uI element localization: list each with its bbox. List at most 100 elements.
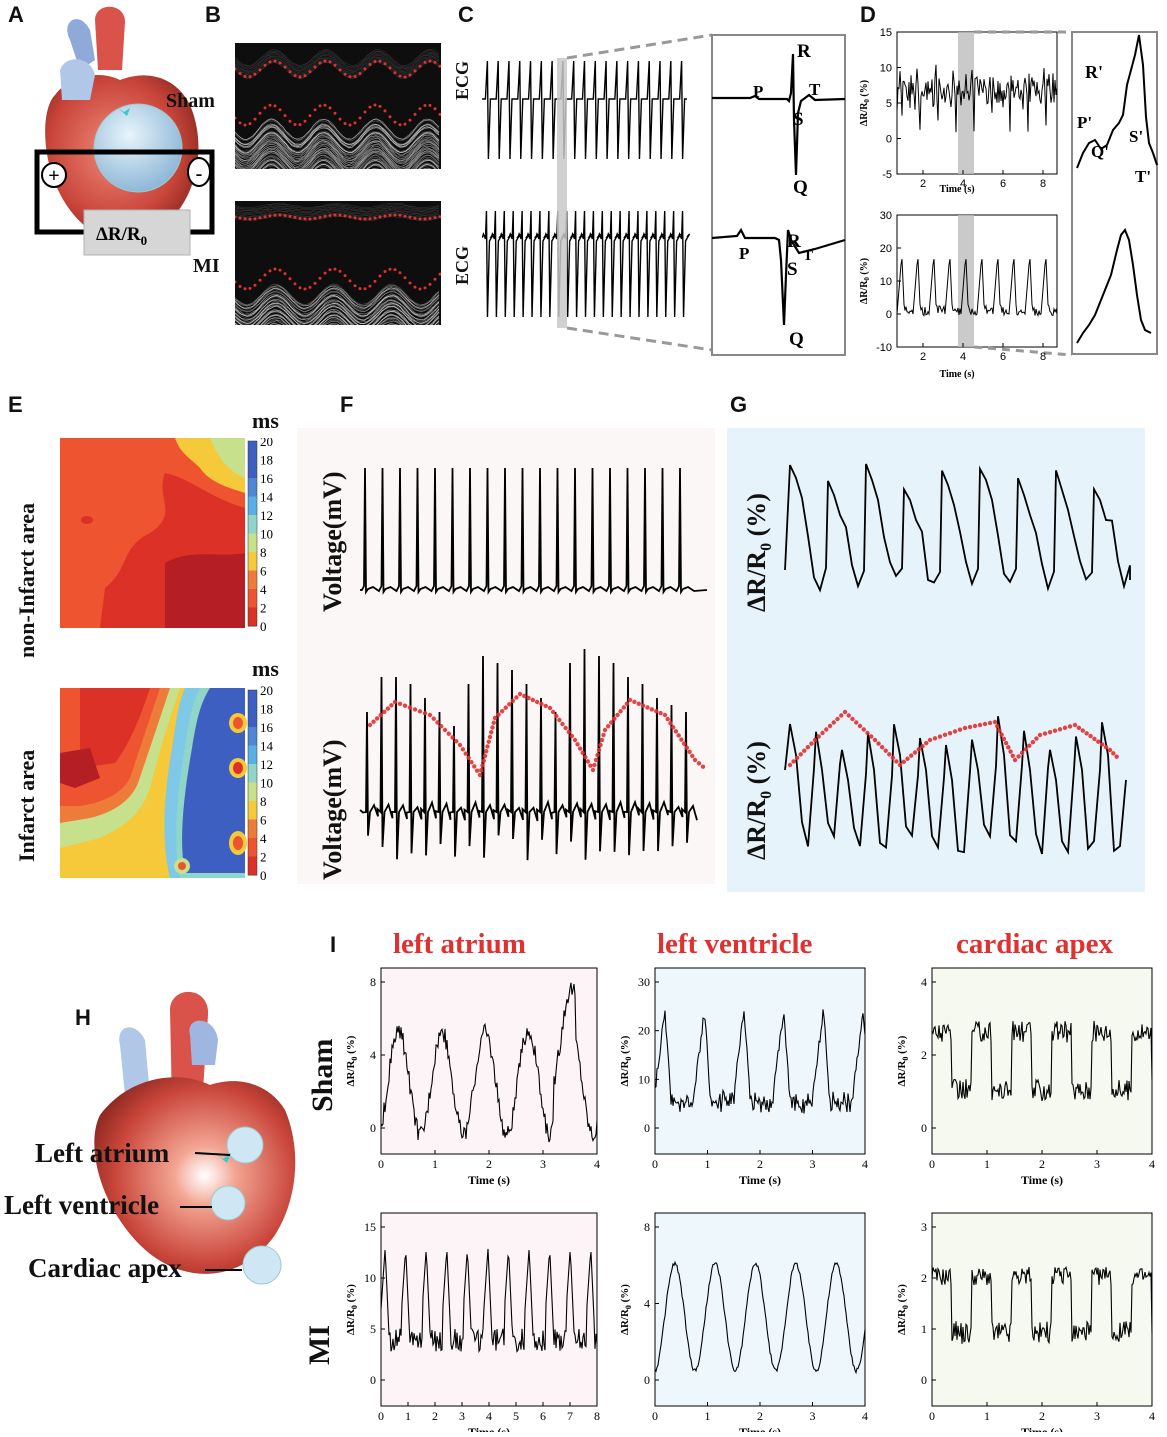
i-ytick: 10 — [364, 1271, 376, 1285]
e-cbar-tick: 18 — [260, 453, 273, 468]
i-row-mi: MI — [303, 1325, 336, 1365]
i-ylabel-unit: (%) — [619, 1284, 631, 1305]
i-ytick: 2 — [921, 1271, 927, 1285]
g-top-ylabel: ΔR/R0 (%) — [742, 493, 776, 612]
i-xtick: 2 — [1039, 1157, 1045, 1171]
c-ecg-label-top: ECG — [452, 60, 472, 100]
i-ytick: 20 — [638, 1024, 650, 1038]
i-ylabel-unit: (%) — [345, 1284, 357, 1305]
meter-box — [83, 209, 191, 256]
i-ylabel-unit: (%) — [896, 1035, 908, 1056]
g-top-ylabel-unit: (%) — [742, 493, 771, 543]
panel-b-echo — [235, 43, 441, 325]
i-xtick: 3 — [810, 1157, 816, 1171]
d-bot-xlabel: Time (s) — [939, 369, 974, 380]
d-ytick: 0 — [886, 134, 892, 146]
i-ylabel: ΔR/R — [896, 1060, 908, 1087]
e-cbar-tick: 6 — [260, 813, 267, 828]
g-bot-ylabel: ΔR/R0 (%) — [742, 741, 776, 860]
c-bot-t: T — [803, 248, 813, 264]
non-infarct-map — [60, 438, 245, 628]
i-ytick: 5 — [370, 1322, 376, 1336]
e-cbar-tick: 20 — [260, 438, 273, 449]
c-bot-p: P — [739, 244, 749, 263]
sensor-ca-icon — [242, 1245, 282, 1285]
panel-g-traces — [784, 463, 1131, 856]
i-ytick: 4 — [921, 975, 927, 989]
sensor-lv-icon — [210, 1185, 246, 1221]
h-ca-label: Cardiac apex — [28, 1253, 182, 1283]
d-ytick: 5 — [886, 98, 892, 110]
c-top-s: S — [793, 109, 804, 130]
sensor-patch-icon — [93, 103, 183, 193]
i-ytick: 30 — [638, 975, 650, 989]
f-bot-ylabel: Voltage(mV) — [318, 739, 347, 880]
i-ylabel: ΔR/R — [345, 1308, 357, 1335]
panel-h-illustration — [94, 991, 296, 1285]
svg-text:ΔR/R0 (%): ΔR/R0 (%) — [896, 1035, 910, 1086]
e-cbar-tick: 12 — [260, 508, 273, 523]
c-bot-q: Q — [789, 329, 804, 350]
i-ytick: 0 — [921, 1121, 927, 1135]
g-top-ylabel-sub: 0 — [758, 542, 776, 551]
e-cbar-tick: 10 — [260, 527, 273, 542]
d-r-prime: R' — [1085, 62, 1103, 82]
i-ytick: 4 — [370, 1048, 376, 1062]
i-ylabel-unit: (%) — [896, 1284, 908, 1305]
i-xlabel: Time (s) — [468, 1425, 510, 1432]
d-xtick: 4 — [960, 178, 966, 190]
i-ylabel: ΔR/R — [345, 1060, 357, 1087]
d-p-prime: P' — [1077, 113, 1092, 132]
i-xtick: 0 — [929, 1157, 935, 1171]
i-ytick: 8 — [370, 975, 376, 989]
g-top-ylabel-main: ΔR/R — [742, 550, 771, 612]
e-cbar-tick: 8 — [260, 794, 267, 809]
i-xtick: 1 — [405, 1409, 411, 1423]
i-xtick: 3 — [1094, 1409, 1100, 1423]
g-bot-ylabel-unit: (%) — [742, 741, 771, 791]
i-ytick: 0 — [644, 1373, 650, 1387]
d-top-yunit: (%) — [859, 80, 870, 99]
d-xtick: 6 — [1000, 351, 1006, 363]
i-col-left-ventricle: left ventricle — [657, 928, 813, 960]
svg-text:ΔR/R0 (%): ΔR/R0 (%) — [619, 1284, 633, 1335]
minus-sign: - — [196, 163, 203, 185]
h-la-label: Left atrium — [35, 1138, 170, 1168]
e-cbar-tick: 16 — [260, 720, 274, 735]
connector-icon — [215, 1153, 231, 1163]
i-xtick: 2 — [486, 1157, 492, 1171]
d-ytick: 20 — [880, 243, 892, 255]
svg-text:ΔR/R0 (%): ΔR/R0 (%) — [619, 1035, 633, 1086]
svg-text:ΔR/R0 (%): ΔR/R0 (%) — [896, 1284, 910, 1335]
e-cbar-tick: 4 — [260, 831, 267, 846]
c-bot-r: R — [787, 231, 801, 252]
e-cbar-tick: 6 — [260, 564, 267, 579]
e-row2-label: Infarct area — [14, 749, 39, 862]
c-bot-s: S — [787, 259, 798, 280]
i-xtick: 0 — [652, 1157, 658, 1171]
i-ylabel-sub: 0 — [624, 1057, 633, 1061]
d-top-ysub: 0 — [863, 99, 871, 103]
e-cbar-tick: 0 — [260, 619, 267, 634]
i-ylabel-sub: 0 — [624, 1305, 633, 1309]
minus-terminal-icon — [187, 157, 211, 187]
d-bot-ysub: 0 — [863, 277, 871, 281]
i-xtick: 4 — [1149, 1157, 1155, 1171]
i-ylabel-sub: 0 — [350, 1305, 359, 1309]
i-xtick: 2 — [1039, 1409, 1045, 1423]
meter-formula-sub: 0 — [141, 233, 148, 248]
plus-sign: + — [48, 165, 59, 187]
panel-a-illustration: + - ΔR/R0 — [34, 6, 215, 256]
i-ytick: 0 — [370, 1121, 376, 1135]
svg-text:ΔR/R0 (%): ΔR/R0 (%) — [345, 1284, 359, 1335]
d-xtick: 2 — [920, 351, 926, 363]
e-cbar-tick: 16 — [260, 471, 274, 486]
h-lv-label: Left ventricle — [4, 1190, 160, 1220]
i-xlabel: Time (s) — [739, 1425, 781, 1432]
